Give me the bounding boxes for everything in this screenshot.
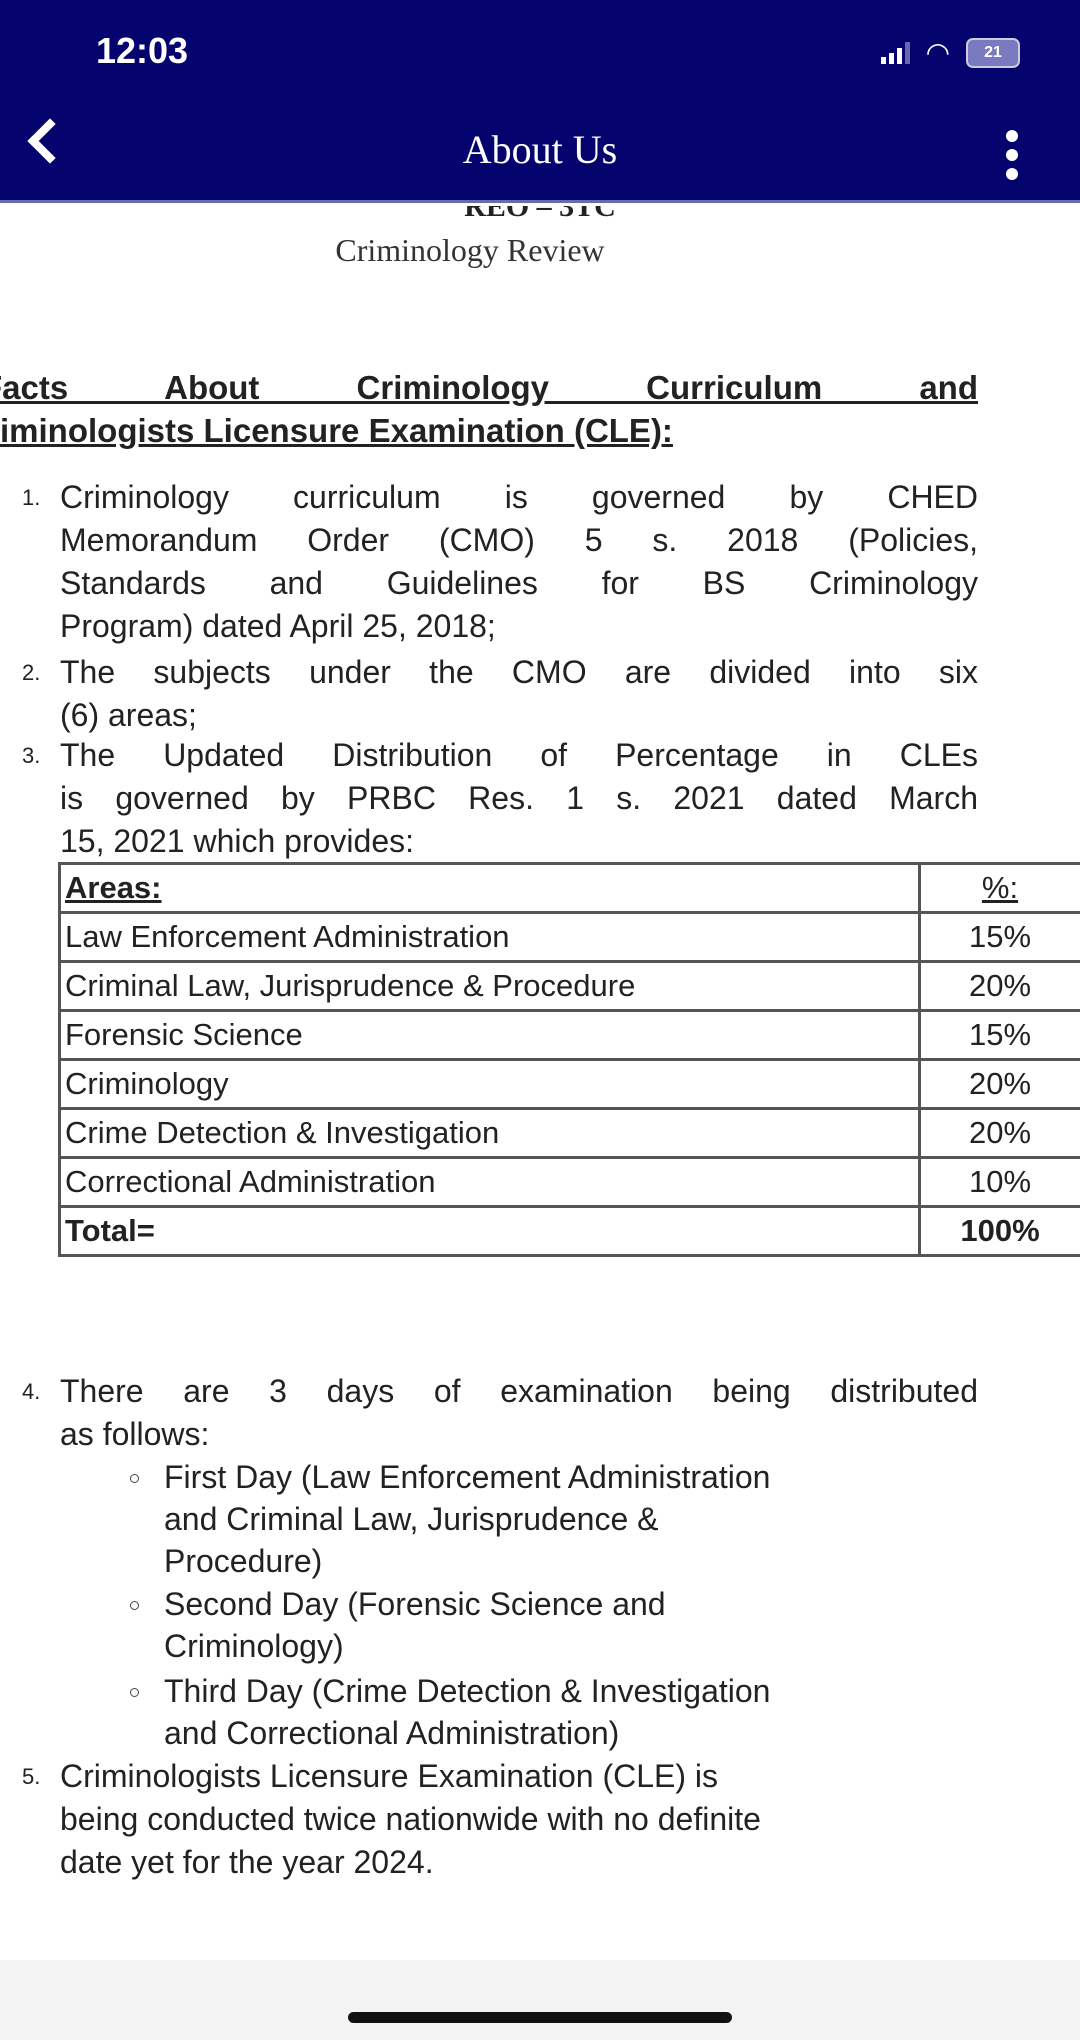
list-item-2: 2. The subjects under the CMO are divide… bbox=[22, 651, 978, 737]
day-line: and Criminal Law, Jurisprudence & bbox=[164, 1501, 659, 1537]
area-cell: Criminal Law, Jurisprudence & Procedure bbox=[58, 960, 921, 1012]
header-percent: %: bbox=[918, 862, 1080, 914]
area-cell: Criminology bbox=[58, 1058, 921, 1110]
heading-line: iminologists Licensure Examination (CLE)… bbox=[0, 412, 673, 449]
day-line: Criminology) bbox=[164, 1628, 344, 1664]
item-number: 3. bbox=[22, 743, 41, 768]
home-indicator[interactable] bbox=[348, 2012, 732, 2023]
table-row: Crime Detection & Investigation 20% bbox=[58, 1107, 1080, 1159]
day-item-2: Second Day (Forensic Science and Crimino… bbox=[130, 1583, 984, 1667]
item-line: There are 3 days of examination being di… bbox=[60, 1373, 978, 1409]
percent-cell: 20% bbox=[918, 1058, 1080, 1110]
area-cell: Correctional Administration bbox=[58, 1156, 921, 1208]
percent-cell: 20% bbox=[918, 1107, 1080, 1159]
table-row: Correctional Administration 10% bbox=[58, 1156, 1080, 1208]
wifi-icon: ◠ bbox=[925, 37, 950, 68]
bottom-area bbox=[0, 1960, 1080, 2040]
area-cell: Crime Detection & Investigation bbox=[58, 1107, 921, 1159]
table-header-row: Areas: %: bbox=[58, 862, 1080, 914]
heading-line: Facts About Criminology Curriculum and bbox=[0, 369, 978, 406]
item-line: 15, 2021 which provides: bbox=[60, 823, 414, 859]
signal-icon bbox=[880, 41, 910, 64]
item-line: Program) dated April 25, 2018; bbox=[60, 608, 496, 644]
table-row: Criminology 20% bbox=[58, 1058, 1080, 1110]
percent-cell: 15% bbox=[918, 911, 1080, 963]
bullet-icon bbox=[130, 1601, 139, 1610]
item-line: (6) areas; bbox=[60, 697, 197, 733]
item-line: Standards and Guidelines for BS Criminol… bbox=[60, 565, 978, 601]
percent-cell: 20% bbox=[918, 960, 1080, 1012]
list-item-3: 3. The Updated Distribution of Percentag… bbox=[22, 734, 978, 863]
section-heading: Facts About Criminology Curriculum and i… bbox=[0, 366, 978, 452]
total-label: Total= bbox=[58, 1205, 921, 1257]
day-line: Procedure) bbox=[164, 1543, 323, 1579]
item-line: as follows: bbox=[60, 1416, 210, 1452]
item-line: Criminologists Licensure Examination (CL… bbox=[60, 1758, 719, 1794]
item-line: Criminology curriculum is governed by CH… bbox=[60, 479, 978, 515]
item-line: is governed by PRBC Res. 1 s. 2021 dated… bbox=[60, 780, 978, 816]
app-bar: 12:03 ◠ 21 About Us bbox=[0, 0, 1080, 203]
day-item-1: First Day (Law Enforcement Administratio… bbox=[130, 1456, 984, 1582]
bullet-icon bbox=[130, 1474, 139, 1483]
item-number: 4. bbox=[22, 1379, 41, 1404]
document-header: REO – 3TC bbox=[464, 190, 616, 223]
item-line: Memorandum Order (CMO) 5 s. 2018 (Polici… bbox=[60, 522, 978, 558]
status-time: 12:03 bbox=[96, 30, 189, 71]
day-line: Second Day (Forensic Science and bbox=[164, 1586, 666, 1622]
percent-cell: 10% bbox=[918, 1156, 1080, 1208]
table-row: Law Enforcement Administration 15% bbox=[58, 911, 1080, 963]
distribution-table: Areas: %: Law Enforcement Administration… bbox=[58, 862, 1080, 1257]
day-line: Third Day (Crime Detection & Investigati… bbox=[164, 1673, 771, 1709]
item-number: 2. bbox=[22, 660, 41, 685]
percent-cell: 15% bbox=[918, 1009, 1080, 1061]
area-cell: Forensic Science bbox=[58, 1009, 921, 1061]
document-subheader: Criminology Review bbox=[335, 232, 605, 268]
bullet-icon bbox=[130, 1688, 139, 1697]
table-row: Forensic Science 15% bbox=[58, 1009, 1080, 1061]
table-row: Criminal Law, Jurisprudence & Procedure 2… bbox=[58, 960, 1080, 1012]
list-item-5: 5. Criminologists Licensure Examination … bbox=[22, 1755, 978, 1884]
area-cell: Law Enforcement Administration bbox=[58, 911, 921, 963]
day-item-3: Third Day (Crime Detection & Investigati… bbox=[130, 1670, 984, 1754]
item-line: being conducted twice nationwide with no… bbox=[60, 1801, 761, 1837]
day-line: and Correctional Administration) bbox=[164, 1715, 620, 1751]
item-line: The Updated Distribution of Percentage i… bbox=[60, 737, 978, 773]
total-value: 100% bbox=[918, 1205, 1080, 1257]
item-line: The subjects under the CMO are divided i… bbox=[60, 654, 978, 690]
status-icons: ◠ 21 bbox=[880, 36, 1020, 69]
list-item-1: 1. Criminology curriculum is governed by… bbox=[22, 476, 978, 648]
day-line: First Day (Law Enforcement Administratio… bbox=[164, 1459, 771, 1495]
item-number: 1. bbox=[22, 485, 41, 510]
battery-icon: 21 bbox=[966, 37, 1020, 68]
page-title: About Us bbox=[462, 127, 618, 172]
table-total-row: Total= 100% bbox=[58, 1205, 1080, 1257]
list-item-4: 4. There are 3 days of examination being… bbox=[22, 1370, 978, 1456]
more-options-icon[interactable] bbox=[1006, 130, 1018, 180]
item-line: date yet for the year 2024. bbox=[60, 1844, 434, 1880]
item-number: 5. bbox=[22, 1764, 41, 1789]
header-areas: Areas: bbox=[58, 862, 921, 914]
